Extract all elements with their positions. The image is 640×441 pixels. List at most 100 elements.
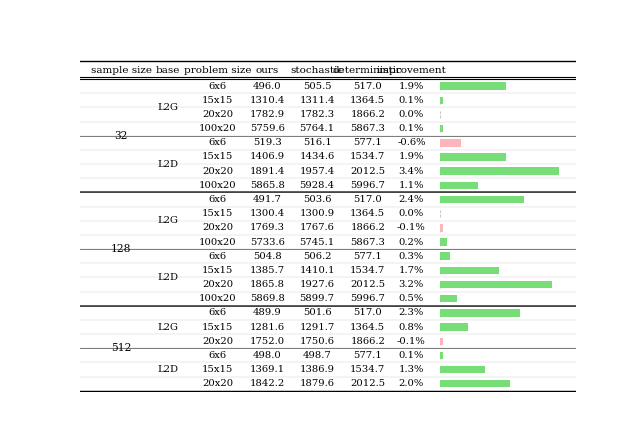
Text: 5869.8: 5869.8 (250, 294, 285, 303)
Text: 1750.6: 1750.6 (300, 336, 335, 346)
Text: 1281.6: 1281.6 (250, 322, 285, 332)
Text: 100x20: 100x20 (199, 124, 237, 133)
Text: 498.7: 498.7 (303, 351, 332, 360)
Text: 1.1%: 1.1% (399, 181, 424, 190)
Text: 1310.4: 1310.4 (250, 96, 285, 105)
Text: 1891.4: 1891.4 (250, 167, 285, 176)
Text: 577.1: 577.1 (353, 351, 382, 360)
Text: 6x6: 6x6 (209, 138, 227, 147)
Bar (440, 337, 443, 345)
Text: 5899.7: 5899.7 (300, 294, 335, 303)
Text: 0.1%: 0.1% (399, 124, 424, 133)
Text: 1291.7: 1291.7 (300, 322, 335, 332)
Text: 1406.9: 1406.9 (250, 153, 285, 161)
Text: 504.8: 504.8 (253, 252, 282, 261)
Text: 577.1: 577.1 (353, 252, 382, 261)
Text: 1957.4: 1957.4 (300, 167, 335, 176)
Text: L2G: L2G (158, 216, 179, 225)
Text: 20x20: 20x20 (202, 223, 234, 232)
Text: 491.7: 491.7 (253, 195, 282, 204)
Text: 5996.7: 5996.7 (350, 181, 385, 190)
Text: sample size: sample size (91, 66, 152, 75)
Text: problem size: problem size (184, 66, 252, 75)
Text: 1364.5: 1364.5 (350, 322, 385, 332)
Text: 1534.7: 1534.7 (350, 266, 385, 275)
Text: 1.7%: 1.7% (399, 266, 424, 275)
Text: 20x20: 20x20 (202, 336, 234, 346)
Text: 0.0%: 0.0% (399, 209, 424, 218)
Text: 15x15: 15x15 (202, 266, 234, 275)
Text: 1364.5: 1364.5 (350, 96, 385, 105)
Text: 5733.6: 5733.6 (250, 238, 285, 247)
Text: 519.3: 519.3 (253, 138, 282, 147)
Text: 6x6: 6x6 (209, 82, 227, 91)
Bar (440, 182, 478, 189)
Text: 1300.9: 1300.9 (300, 209, 335, 218)
Text: 5928.4: 5928.4 (300, 181, 335, 190)
Text: 0.8%: 0.8% (399, 322, 424, 332)
Text: 501.6: 501.6 (303, 308, 332, 318)
Text: L2G: L2G (158, 103, 179, 112)
Text: 15x15: 15x15 (202, 322, 234, 332)
Text: 6x6: 6x6 (209, 252, 227, 261)
Text: 3.2%: 3.2% (399, 280, 424, 289)
Text: 0.0%: 0.0% (399, 110, 424, 119)
Text: 1842.2: 1842.2 (250, 379, 285, 388)
Text: 1752.0: 1752.0 (250, 336, 285, 346)
Text: 5996.7: 5996.7 (350, 294, 385, 303)
Text: 577.1: 577.1 (353, 138, 382, 147)
Text: 1782.9: 1782.9 (250, 110, 285, 119)
Text: 20x20: 20x20 (202, 110, 234, 119)
Text: L2D: L2D (158, 160, 179, 168)
Text: 5867.3: 5867.3 (350, 238, 385, 247)
Text: deterministic: deterministic (333, 66, 403, 75)
Text: 2012.5: 2012.5 (350, 167, 385, 176)
Text: 1769.3: 1769.3 (250, 223, 285, 232)
Text: 20x20: 20x20 (202, 280, 234, 289)
Bar (440, 253, 450, 260)
Text: 516.1: 516.1 (303, 138, 332, 147)
Text: ours: ours (256, 66, 279, 75)
Text: 100x20: 100x20 (199, 238, 237, 247)
Text: 6x6: 6x6 (209, 351, 227, 360)
Text: 1.9%: 1.9% (399, 153, 424, 161)
Text: 5764.1: 5764.1 (300, 124, 335, 133)
Bar (440, 196, 524, 203)
Text: L2D: L2D (158, 273, 179, 282)
Bar (440, 323, 468, 331)
Text: 1311.4: 1311.4 (300, 96, 335, 105)
Bar (440, 224, 443, 232)
Bar (440, 309, 520, 317)
Bar (440, 267, 499, 274)
Text: 2012.5: 2012.5 (350, 379, 385, 388)
Text: 1.9%: 1.9% (399, 82, 424, 91)
Text: 1866.2: 1866.2 (350, 223, 385, 232)
Text: 506.2: 506.2 (303, 252, 332, 261)
Text: -0.6%: -0.6% (397, 138, 426, 147)
Text: 32: 32 (115, 131, 128, 141)
Text: 2012.5: 2012.5 (350, 280, 385, 289)
Text: 15x15: 15x15 (202, 96, 234, 105)
Text: L2D: L2D (158, 365, 179, 374)
Text: 505.5: 505.5 (303, 82, 332, 91)
Text: 1927.6: 1927.6 (300, 280, 335, 289)
Text: 1300.4: 1300.4 (250, 209, 285, 218)
Bar (440, 380, 509, 387)
Text: 6x6: 6x6 (209, 308, 227, 318)
Text: 100x20: 100x20 (199, 294, 237, 303)
Text: 6x6: 6x6 (209, 195, 227, 204)
Text: 1534.7: 1534.7 (350, 365, 385, 374)
Bar (440, 366, 485, 373)
Text: 2.4%: 2.4% (399, 195, 424, 204)
Text: base: base (156, 66, 180, 75)
Text: 2.3%: 2.3% (399, 308, 424, 318)
Text: 3.4%: 3.4% (399, 167, 424, 176)
Text: 5745.1: 5745.1 (300, 238, 335, 247)
Text: 0.3%: 0.3% (399, 252, 424, 261)
Text: 1865.8: 1865.8 (250, 280, 285, 289)
Bar (440, 139, 461, 146)
Text: 0.1%: 0.1% (399, 351, 424, 360)
Text: 517.0: 517.0 (353, 195, 382, 204)
Text: 0.5%: 0.5% (399, 294, 424, 303)
Text: improvement: improvement (376, 66, 446, 75)
